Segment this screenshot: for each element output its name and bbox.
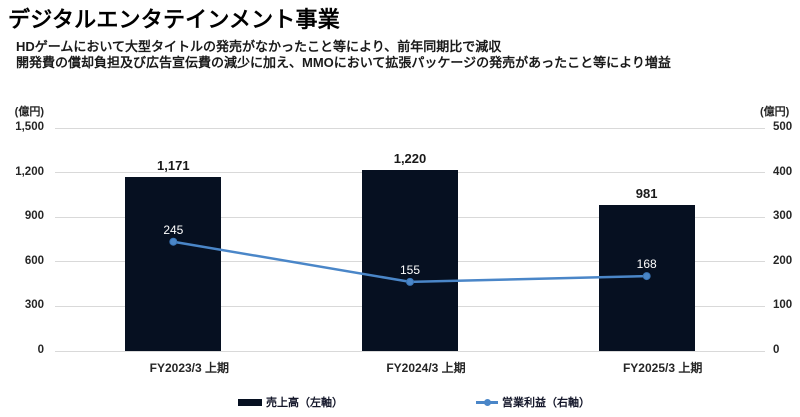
bar <box>362 169 458 351</box>
right-axis-unit-label: (億円) <box>760 106 790 118</box>
legend-label-sales: 売上高（左軸） <box>266 397 343 409</box>
line-marker-icon <box>483 398 491 406</box>
line-swatch-icon <box>476 398 498 406</box>
gridline <box>55 350 765 352</box>
right-axis-tick: 0 <box>773 344 780 356</box>
subtitle-line-2: 開発費の償却負担及び広告宣伝費の減少に加え、MMOにおいて拡張パッケージの発売が… <box>16 55 671 70</box>
line-value-label: 168 <box>636 257 657 272</box>
subtitle-line-1: HDゲームにおいて大型タイトルの発売がなかったこと等により、前年同期比で減収 <box>16 39 502 54</box>
right-axis-tick: 500 <box>773 121 793 133</box>
bar-swatch-icon <box>238 398 262 406</box>
legend-label-profit: 営業利益（右軸） <box>502 397 590 409</box>
line-marker <box>406 277 414 286</box>
right-axis-tick: 400 <box>773 165 793 178</box>
left-axis-tick: 1,200 <box>15 165 44 178</box>
left-axis-tick: 600 <box>24 254 44 267</box>
line-marker <box>169 237 178 246</box>
legend-item-profit: 営業利益（右軸） <box>476 395 590 409</box>
bar-value-label: 1,220 <box>393 150 427 166</box>
left-axis-tick: 300 <box>24 299 44 312</box>
bar-value-label: 1,171 <box>157 157 190 173</box>
bar-value-label: 981 <box>635 186 658 202</box>
line-series <box>169 237 651 286</box>
gridline <box>55 127 765 129</box>
left-axis-tick: 0 <box>37 344 44 356</box>
left-axis-unit-label: (億円) <box>14 106 44 118</box>
line-value-label: 155 <box>399 262 421 277</box>
x-axis-category-label: FY2023/3 上期 <box>149 361 230 375</box>
page-title: デジタルエンタテインメント事業 <box>8 7 340 32</box>
bar <box>125 176 222 351</box>
left-axis-tick: 900 <box>24 210 44 223</box>
subtitle-block: HDゲームにおいて大型タイトルの発売がなかったこと等により、前年同期比で減収 開… <box>16 39 671 71</box>
x-axis-category-label: FY2024/3 上期 <box>386 361 466 375</box>
combo-chart: (億円) (億円) 1,500 1,200 900 600 300 0 500 400 300… <box>0 90 800 417</box>
left-axis-tick: 1,500 <box>15 121 44 133</box>
right-axis-tick: 300 <box>773 210 793 223</box>
x-axis-category-label: FY2025/3 上期 <box>622 361 703 375</box>
legend-item-sales: 売上高（左軸） <box>238 395 343 409</box>
line-marker <box>642 272 651 281</box>
right-axis-tick: 200 <box>773 254 793 267</box>
line-value-label: 245 <box>163 222 184 237</box>
right-axis-tick: 100 <box>773 299 793 312</box>
